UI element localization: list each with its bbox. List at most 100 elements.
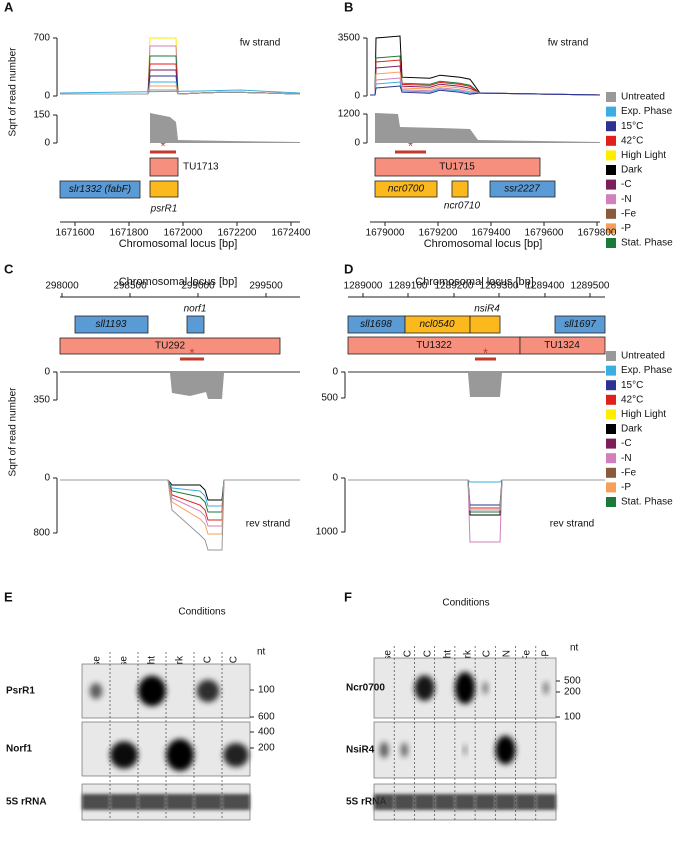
sRNA-bar bbox=[395, 150, 426, 154]
x-axis-label: Chromosomal locus [bp] bbox=[415, 276, 534, 288]
coverage-trace bbox=[60, 479, 300, 551]
feature-box bbox=[451, 180, 469, 198]
band bbox=[463, 744, 467, 756]
x-axis-label: Chromosomal locus [bp] bbox=[119, 276, 238, 288]
band bbox=[196, 679, 220, 703]
feature-label: psrR1 bbox=[150, 204, 178, 215]
band bbox=[434, 794, 455, 810]
coverage-area bbox=[150, 113, 300, 143]
legend-swatch bbox=[606, 438, 616, 449]
legend-label: 15°C bbox=[621, 121, 643, 132]
unit-label: nt bbox=[570, 643, 579, 654]
y-tick-label: 500 bbox=[321, 393, 338, 404]
asterisk: * bbox=[189, 345, 194, 360]
feature-label: TU292 bbox=[155, 341, 185, 352]
band bbox=[374, 794, 395, 810]
asterisk: * bbox=[483, 345, 488, 360]
legend-label: -P bbox=[621, 482, 631, 493]
band bbox=[379, 742, 389, 758]
feature-label: norf1 bbox=[184, 304, 207, 315]
feature-label: nsiR4 bbox=[474, 304, 500, 315]
panel-label: C bbox=[4, 261, 14, 276]
coverage-trace bbox=[60, 89, 301, 95]
y-tick-label: 1000 bbox=[316, 527, 339, 538]
x-tick-label: 299000 bbox=[181, 281, 215, 292]
legend-swatch bbox=[606, 106, 616, 117]
y-tick-label: 0 bbox=[44, 91, 50, 102]
y-tick-label: 0 bbox=[354, 91, 360, 102]
size-marker: 500 bbox=[564, 676, 581, 687]
blot-title: Conditions bbox=[442, 598, 489, 609]
panel-label: B bbox=[344, 0, 353, 14]
feature-box bbox=[149, 180, 179, 198]
x-tick-label: 1289200 bbox=[435, 281, 474, 292]
coverage-trace bbox=[60, 55, 301, 95]
coverage-trace bbox=[348, 479, 605, 543]
band bbox=[89, 683, 103, 699]
y-tick-label: 0 bbox=[332, 473, 338, 484]
size-marker: 100 bbox=[564, 712, 581, 723]
band bbox=[414, 675, 435, 701]
x-tick-label: 1679600 bbox=[525, 228, 564, 239]
coverage-trace bbox=[60, 63, 301, 95]
y-tick-label: 0 bbox=[354, 138, 360, 149]
legend-swatch bbox=[606, 135, 616, 146]
feature-label: ncr0700 bbox=[388, 184, 425, 195]
legend-label: Dark bbox=[621, 424, 643, 435]
row-label: PsrR1 bbox=[6, 686, 35, 697]
band bbox=[110, 741, 138, 769]
size-marker: 200 bbox=[258, 743, 275, 754]
row-label: 5S rRNA bbox=[346, 797, 387, 808]
legend-swatch bbox=[606, 467, 616, 478]
feature-label: TU1322 bbox=[416, 340, 452, 351]
legend-label: High Light bbox=[621, 150, 666, 161]
feature-box bbox=[469, 315, 501, 334]
y-tick-label: 150 bbox=[33, 110, 50, 121]
band bbox=[454, 672, 476, 704]
x-axis-label: Chromosomal locus [bp] bbox=[424, 238, 543, 250]
x-tick-label: 298000 bbox=[45, 281, 79, 292]
band bbox=[454, 794, 476, 810]
band bbox=[110, 794, 138, 810]
legend-swatch bbox=[606, 165, 616, 175]
x-tick-label: 1289400 bbox=[526, 281, 565, 292]
legend-swatch bbox=[606, 194, 616, 205]
legend-label: Stat. Phase bbox=[621, 238, 673, 249]
legend-swatch bbox=[606, 223, 616, 234]
coverage-area bbox=[60, 371, 300, 399]
unit-label: nt bbox=[257, 647, 266, 658]
legend-swatch bbox=[606, 453, 616, 464]
strand-label: rev strand bbox=[550, 519, 594, 530]
x-tick-label: 1289100 bbox=[389, 281, 428, 292]
x-axis-label: Chromosomal locus [bp] bbox=[119, 238, 238, 250]
row-label: 5S rRNA bbox=[6, 797, 47, 808]
band bbox=[515, 794, 536, 810]
feature-box bbox=[519, 336, 606, 355]
legend-swatch bbox=[606, 208, 616, 219]
x-tick-label: 1671800 bbox=[110, 228, 149, 239]
coverage-trace bbox=[370, 55, 601, 96]
x-tick-label: 1672400 bbox=[272, 228, 311, 239]
band bbox=[166, 739, 194, 771]
legend-swatch bbox=[606, 394, 616, 405]
feature-label: sll1698 bbox=[360, 319, 392, 330]
band bbox=[475, 794, 496, 810]
panel-label: F bbox=[344, 589, 352, 604]
x-tick-label: 1672000 bbox=[164, 228, 203, 239]
y-axis-label: Sqrt of read number bbox=[8, 387, 19, 477]
legend-label: Untreated bbox=[621, 92, 665, 103]
size-marker: 600 bbox=[258, 712, 275, 723]
legend-swatch bbox=[606, 351, 616, 361]
band bbox=[222, 794, 250, 810]
coverage-trace bbox=[370, 35, 601, 96]
legend-label: Stat. Phase bbox=[621, 497, 673, 508]
legend-swatch bbox=[606, 409, 616, 420]
legend-swatch bbox=[606, 365, 616, 376]
coverage-area bbox=[375, 113, 600, 143]
column-label: -Fe bbox=[522, 650, 533, 665]
legend-label: Untreated bbox=[621, 351, 665, 362]
legend-swatch bbox=[606, 482, 616, 493]
legend-label: -N bbox=[621, 194, 632, 205]
column-label: -C bbox=[482, 650, 493, 661]
coverage-trace bbox=[348, 479, 605, 511]
